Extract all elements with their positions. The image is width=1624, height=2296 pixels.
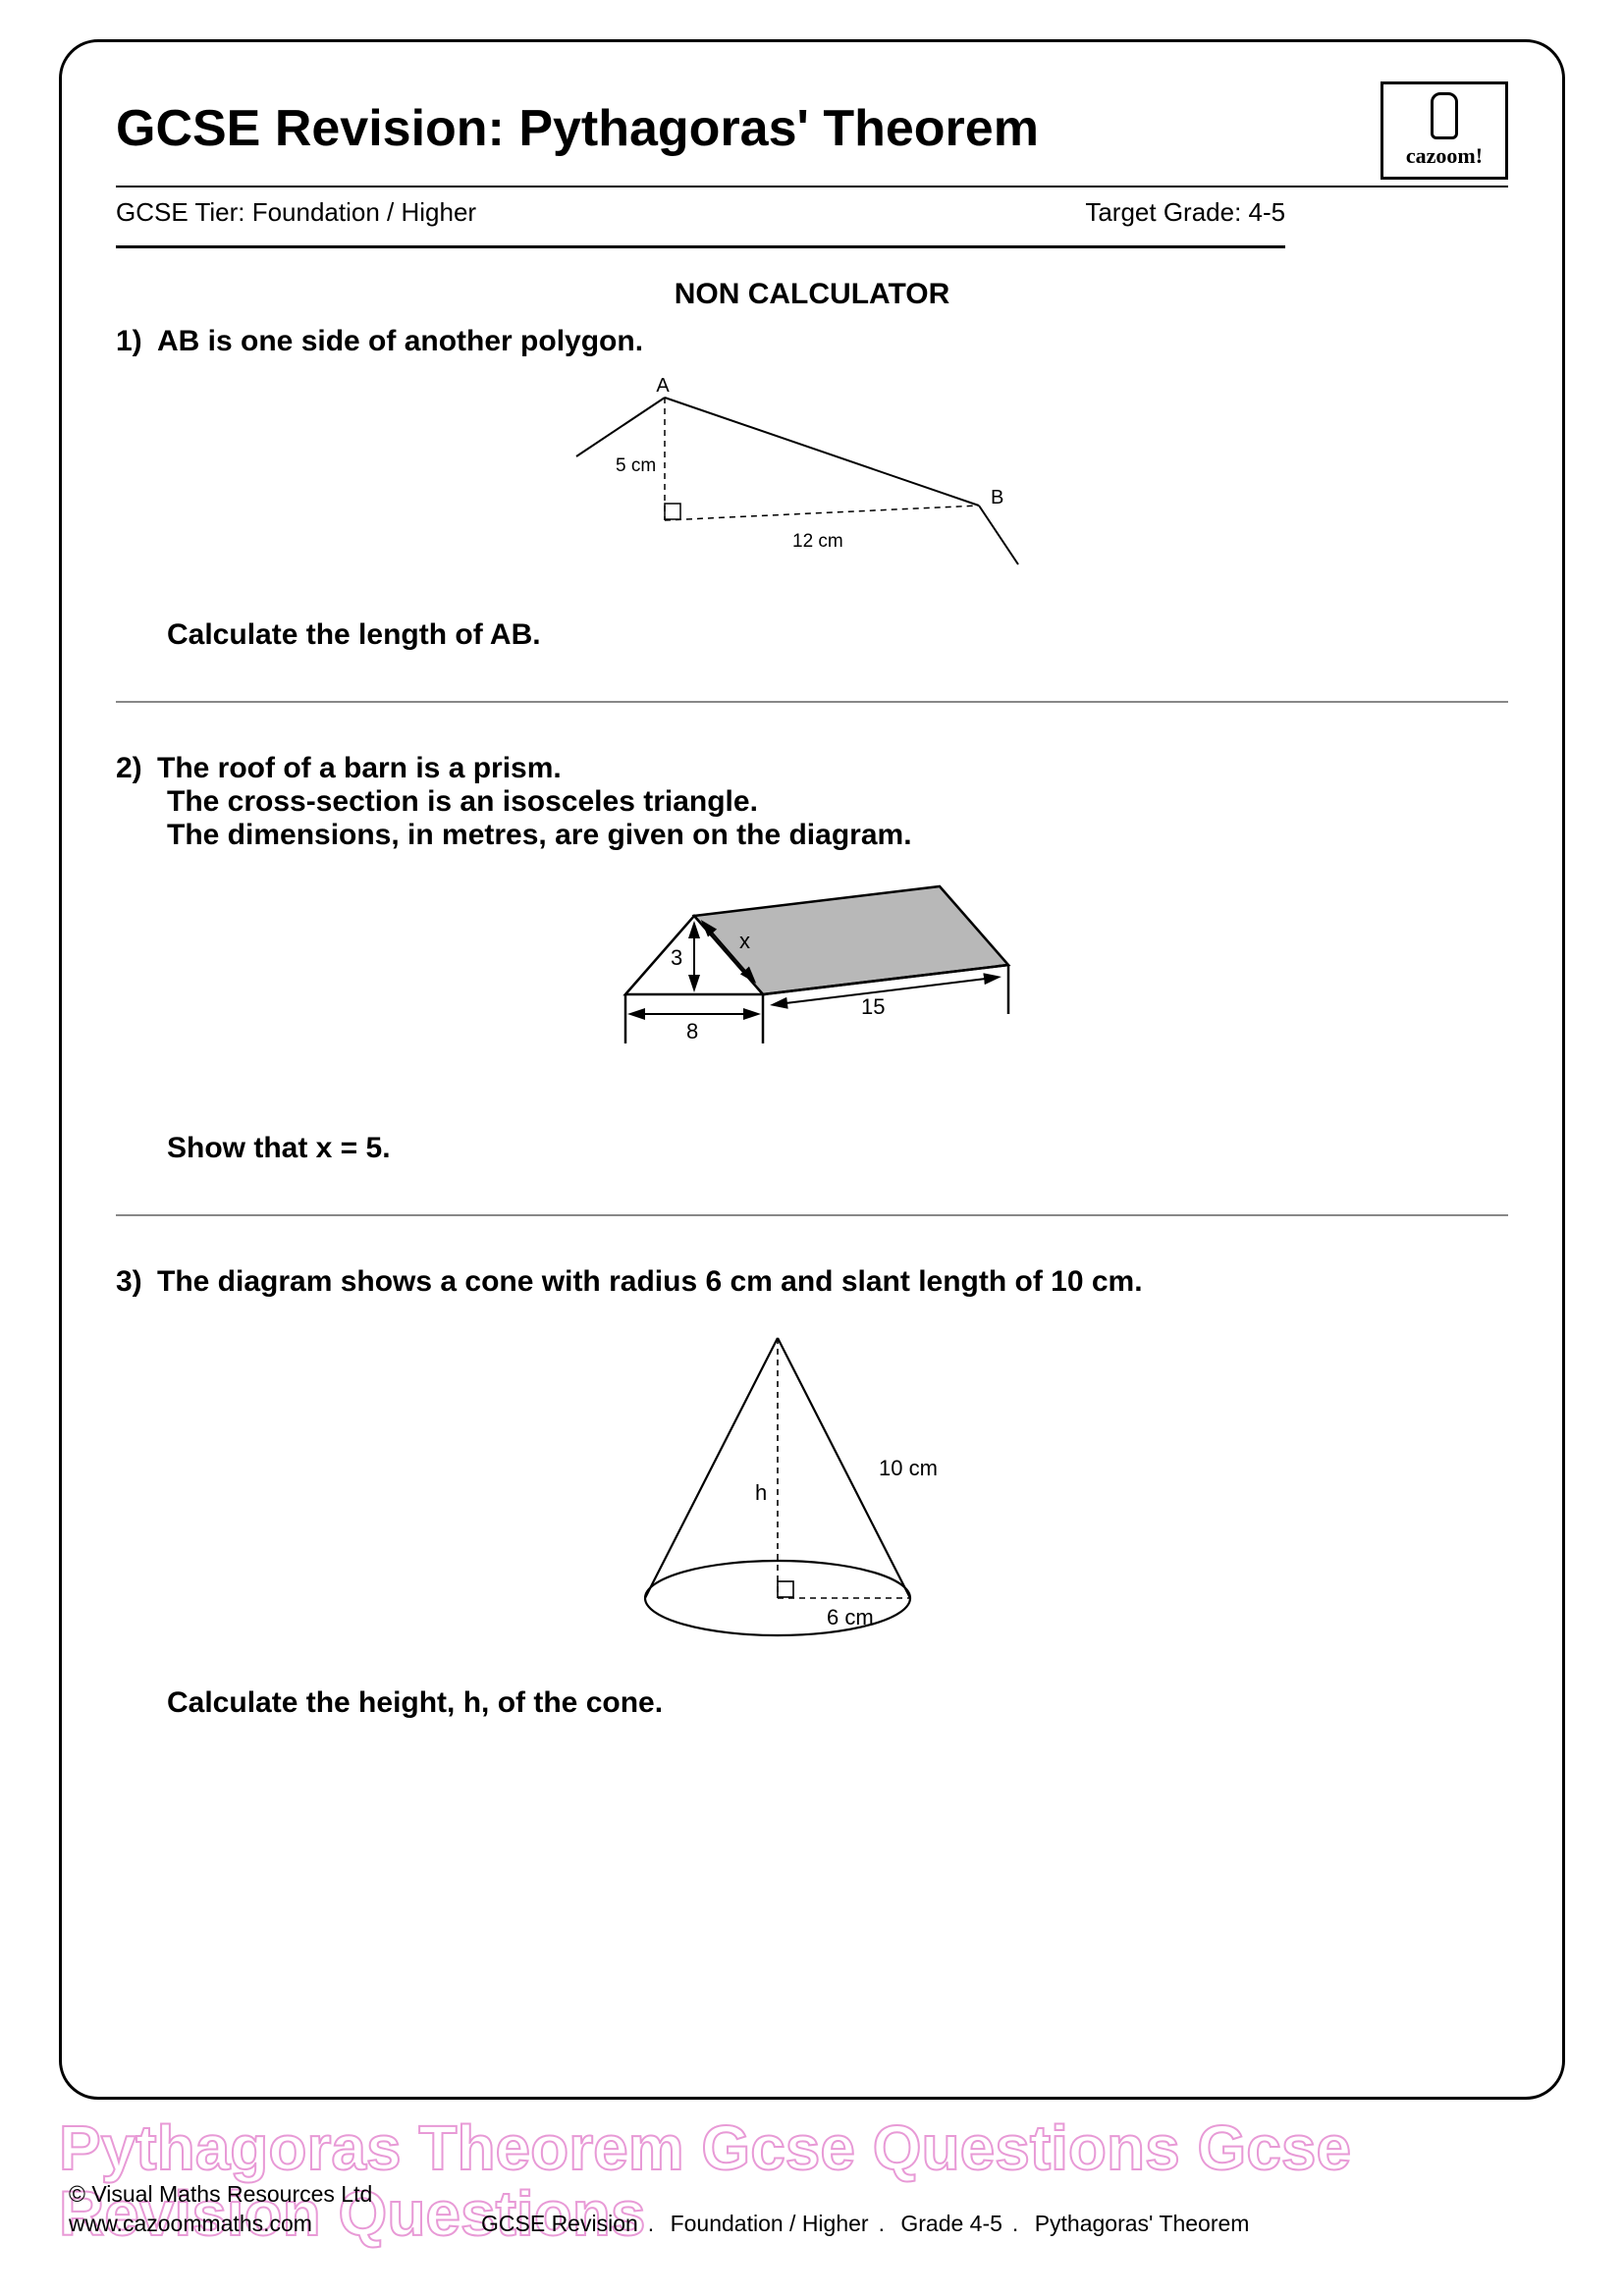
svg-text:6 cm: 6 cm (827, 1605, 874, 1629)
svg-text:15: 15 (861, 994, 885, 1019)
logo: cazoom! (1380, 81, 1508, 180)
crumb-0: GCSE Revision (481, 2211, 638, 2236)
q2-line1: The roof of a barn is a prism. (157, 752, 562, 784)
separator (116, 701, 1508, 703)
content-area: NON CALCULATOR 1)AB is one side of anoth… (116, 248, 1508, 1720)
svg-text:10 cm: 10 cm (879, 1456, 938, 1480)
q1-diagram: A B 5 cm 12 cm (116, 378, 1508, 589)
svg-text:x: x (739, 929, 750, 953)
crumb-3: Pythagoras' Theorem (1035, 2211, 1250, 2236)
separator-2 (116, 1214, 1508, 1216)
q1-prompt: Calculate the length of AB. (167, 618, 1508, 652)
page-title: GCSE Revision: Pythagoras' Theorem (116, 99, 1039, 158)
q3-text: 3)The diagram shows a cone with radius 6… (116, 1265, 1508, 1299)
svg-text:8: 8 (686, 1019, 698, 1043)
q2-line3: The dimensions, in metres, are given on … (167, 819, 912, 851)
q2-diagram: 3 x 8 15 (116, 872, 1508, 1102)
svg-text:A: A (656, 378, 670, 397)
q3-diagram: h 10 cm 6 cm (116, 1318, 1508, 1657)
q3-num: 3) (116, 1265, 157, 1299)
q2-line2: The cross-section is an isosceles triang… (167, 785, 758, 818)
target-grade: Target Grade: 4-5 (1085, 197, 1285, 228)
section-heading: NON CALCULATOR (116, 278, 1508, 311)
svg-text:5 cm: 5 cm (616, 455, 656, 476)
sub-header: GCSE Tier: Foundation / Higher Target Gr… (116, 187, 1285, 248)
wm-line1: Pythagoras Theorem Gcse Questions Gcse (59, 2112, 1351, 2183)
q1-num: 1) (116, 325, 157, 358)
q1-body: AB is one side of another polygon. (157, 325, 643, 357)
header: GCSE Revision: Pythagoras' Theorem cazoo… (116, 77, 1508, 187)
crumb-2: Grade 4-5 (900, 2211, 1002, 2236)
svg-text:h: h (755, 1480, 767, 1505)
q3-prompt: Calculate the height, h, of the cone. (167, 1686, 1508, 1720)
copyright: © Visual Maths Resources Ltd (69, 2181, 372, 2208)
breadcrumb: GCSE Revision. Foundation / Higher. Grad… (481, 2211, 1249, 2237)
q2-text: 2)The roof of a barn is a prism. The cro… (116, 752, 1508, 852)
logo-text: cazoom! (1406, 143, 1483, 169)
svg-text:3: 3 (671, 945, 682, 970)
q3-body: The diagram shows a cone with radius 6 c… (157, 1265, 1143, 1298)
svg-text:12 cm: 12 cm (792, 531, 843, 552)
tier-label: GCSE Tier: Foundation / Higher (116, 197, 476, 228)
worksheet-frame: GCSE Revision: Pythagoras' Theorem cazoo… (59, 39, 1565, 2100)
website: www.cazoommaths.com (69, 2211, 312, 2237)
q2-prompt: Show that x = 5. (167, 1132, 1508, 1165)
q2-num: 2) (116, 752, 157, 785)
svg-text:B: B (991, 487, 1003, 508)
crumb-1: Foundation / Higher (671, 2211, 869, 2236)
logo-icon (1431, 92, 1458, 139)
q1-text: 1)AB is one side of another polygon. (116, 325, 1508, 358)
